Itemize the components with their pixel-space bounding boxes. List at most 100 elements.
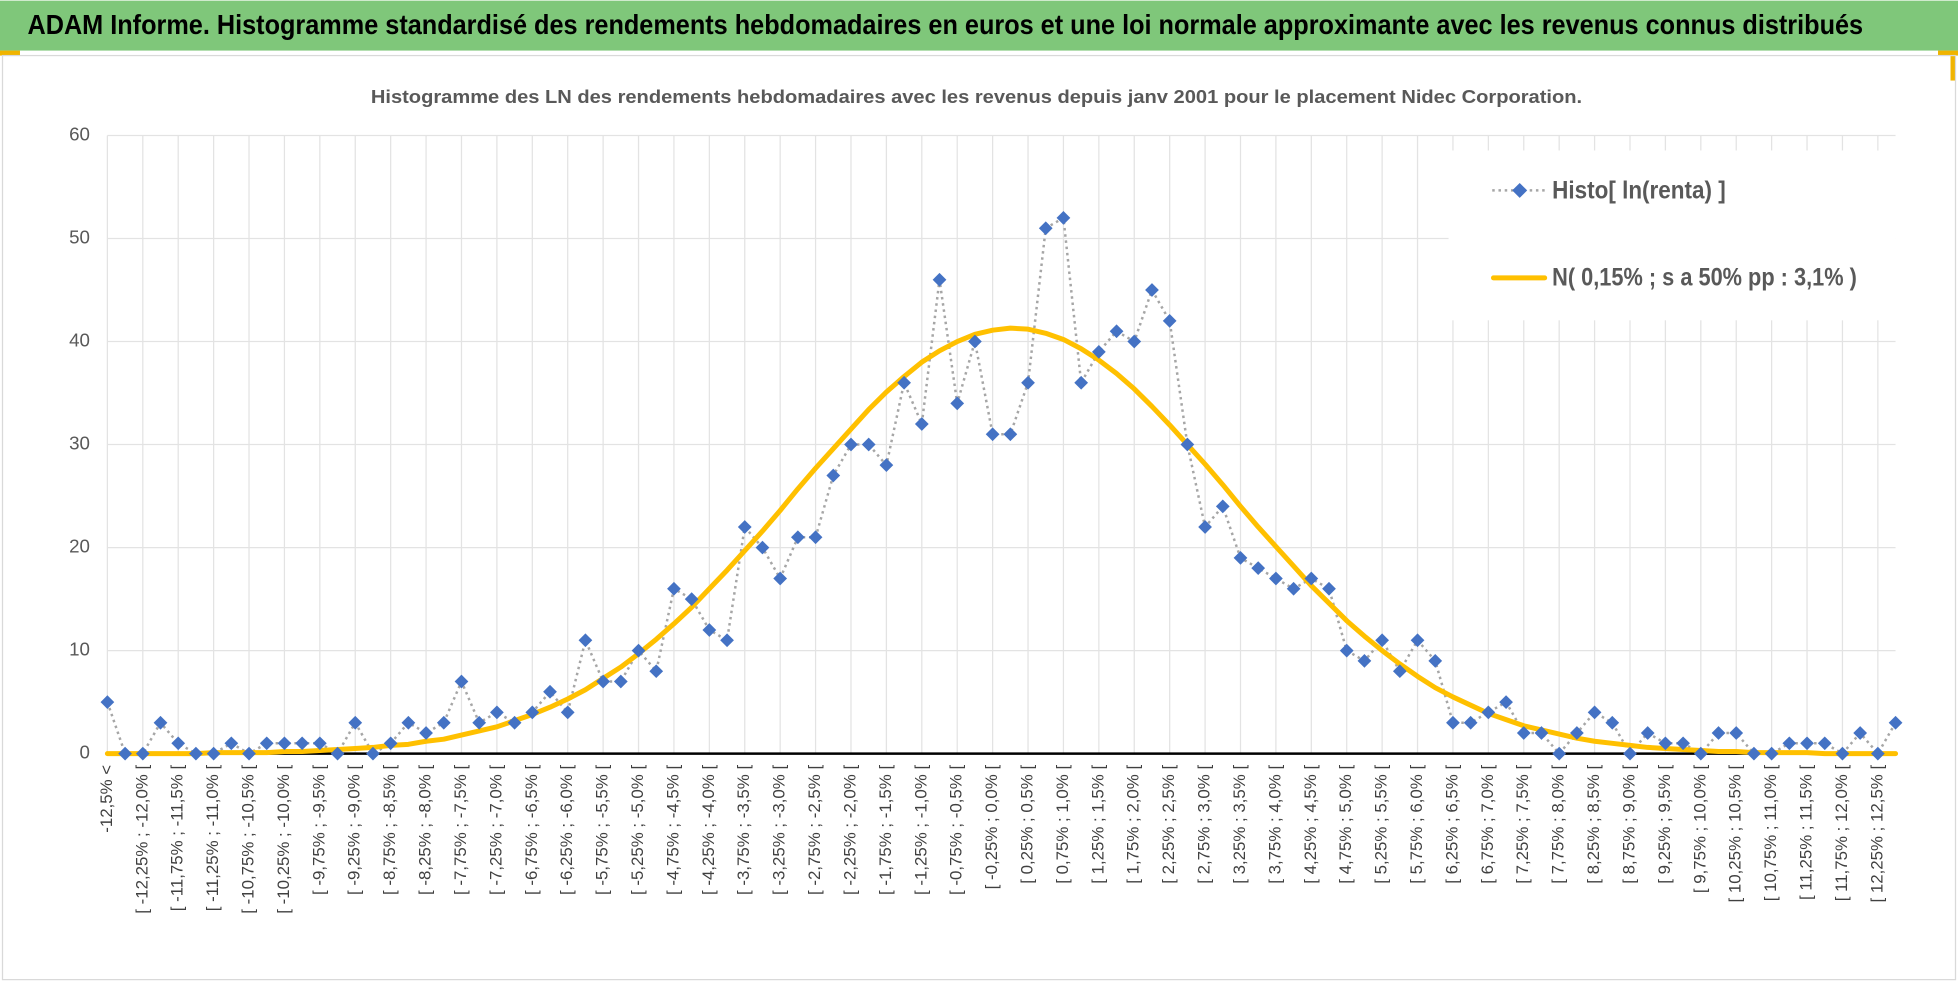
point-marker [985,427,1000,442]
x-tick-label: [ 5,25% ; 5,5% [ [1372,765,1391,884]
x-tick-label: -12,5% < [97,765,116,833]
point-marker [330,746,345,761]
series-line [104,325,1899,757]
point-marker [720,633,734,648]
legend-marker [1512,182,1528,198]
point-marker [1109,324,1124,339]
point-marker [1463,715,1478,730]
x-tick-label: [ -4,25% ; -4,0% [ [699,765,718,895]
point-marker [153,715,168,730]
x-tick-label: [ 1,75% ; 2,0% [ [1124,765,1143,884]
point-marker [312,736,327,751]
point-marker [1870,746,1885,761]
x-tick-label: [ -0,25% ; 0,0% [ [982,765,1001,890]
point-marker [578,633,593,648]
point-marker [861,437,876,452]
point-marker [259,736,274,751]
point-marker [242,746,256,761]
chart-frame [1,54,1957,981]
x-tick-label: [ 0,25% ; 0,5% [ [1017,765,1036,884]
x-tick-label: [ 5,75% ; 6,0% [ [1407,765,1426,884]
x-tick-label: [ 6,75% ; 7,0% [ [1478,765,1497,884]
x-tick-label: [ 9,25% ; 9,5% [ [1655,765,1674,884]
point-marker [1552,746,1567,761]
point-marker [189,746,203,761]
point-marker [472,715,487,730]
point-marker [1764,746,1779,761]
x-tick-label: [ 2,25% ; 2,5% [ [1159,765,1178,884]
y-tick-label: 0 [79,742,89,763]
point-marker [1392,664,1407,679]
point-marker [1658,736,1673,751]
x-tick-label: [ -8,75% ; -8,5% [ [380,765,399,895]
point-marker [348,715,363,730]
point-marker [1747,746,1761,761]
x-tick-label: [ -2,75% ; -2,5% [ [805,765,824,895]
x-tick-label: [ 8,75% ; 9,0% [ [1619,765,1638,884]
point-marker [277,736,292,751]
y-tick-label: 40 [69,329,90,350]
point-marker [1676,736,1690,751]
point-marker [1428,654,1443,668]
point-marker [879,458,894,473]
x-tick-label: [ -6,75% ; -6,5% [ [522,765,541,895]
point-marker [1038,221,1053,236]
x-tick-label: [ -2,25% ; -2,0% [ [840,765,859,895]
point-marker [383,736,398,751]
point-marker [560,705,575,720]
point-marker [1782,736,1797,751]
point-marker [914,417,929,431]
y-tick-label: 50 [69,226,90,247]
x-tick-label: [ 4,75% ; 5,0% [ [1336,765,1355,884]
x-tick-label: [ 4,25% ; 4,5% [ [1301,765,1320,884]
x-tick-label: [ -7,25% ; -7,0% [ [486,765,505,895]
point-marker [295,736,310,751]
x-tick-label: [ 0,75% ; 1,0% [ [1053,765,1072,884]
point-marker [1056,211,1071,225]
x-tick-label: [ 11,25% ; 11,5% [ [1796,765,1815,900]
point-marker [401,715,416,730]
x-tick-label: [ 10,75% ; 11,0% [ [1761,765,1780,902]
point-marker [897,375,911,390]
x-tick-label: [ -1,25% ; -1,0% [ [911,765,930,895]
plot [100,211,1903,761]
point-marker [1375,633,1389,648]
x-tick-label: [ -6,25% ; -6,0% [ [557,765,576,895]
point-marker [826,468,841,483]
x-tick-label: [ 2,75% ; 3,0% [ [1195,765,1214,884]
point-marker [1286,581,1301,596]
point-marker [436,715,451,730]
point-marker [1357,654,1372,668]
point-marker [100,695,115,709]
y-tick-label: 60 [69,123,90,144]
point-marker [118,746,132,761]
point-marker [1587,705,1602,720]
point-marker [631,643,646,658]
corner-mark [0,50,20,56]
y-tick-label: 10 [69,639,90,660]
x-tick-label: [ -5,75% ; -5,5% [ [593,765,612,895]
x-tick-label: [ -9,25% ; -9,0% [ [345,765,364,895]
x-tick-label: [ 3,75% ; 4,0% [ [1265,765,1284,884]
x-tick-label: [ 3,25% ; 3,5% [ [1230,765,1249,884]
x-tick-label: [ 7,25% ; 7,5% [ [1513,765,1532,884]
point-marker [171,736,186,751]
point-marker [224,736,239,751]
point-marker [649,664,664,679]
legend-label: N( 0,15% ; s a 50% pp : 3,1% ) [1552,264,1857,292]
point-marker [507,715,522,730]
point-marker [135,746,150,761]
point-marker [1215,499,1230,514]
x-tick-label: [ -11,75% ; -11,5% [ [168,765,187,912]
legend: Histo[ ln(renta) ] N( 0,15% ; s a 50% pp … [1448,150,1896,321]
corner-mark [1938,50,1958,56]
x-tick-label: [ -10,75% ; -10,5% [ [238,765,257,914]
x-tick-label: [ 8,25% ; 8,5% [ [1584,765,1603,884]
x-tick-label: [ -9,75% ; -9,5% [ [309,765,328,895]
legend-label: Histo[ ln(renta) ] [1552,176,1726,204]
x-tick-label: [ -3,25% ; -3,0% [ [770,765,789,895]
x-tick-label: [ 9,75% ; 10,0% [ [1690,765,1709,894]
corner-mark [1950,55,1956,81]
point-marker [1339,643,1354,658]
